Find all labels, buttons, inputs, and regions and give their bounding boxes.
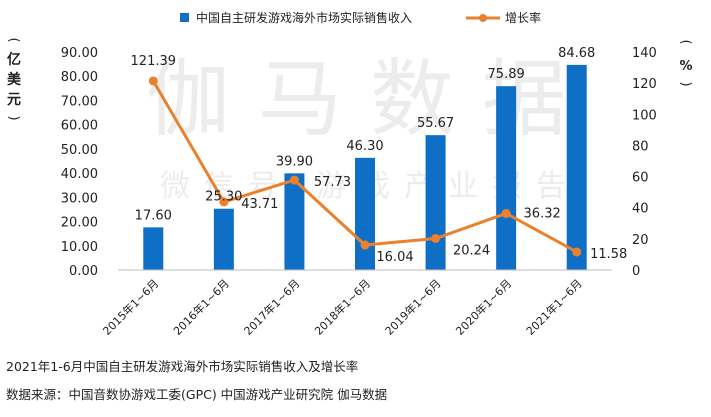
y2-tick-label: 0 (632, 264, 640, 279)
bar (355, 157, 375, 270)
legend-line-label: 增长率 (505, 10, 541, 25)
chart: 伽马数据 微信号:游戏产业报告 中国自主研发游戏海外市场实际销售收入 增长率 (… (6, 10, 693, 338)
x-tick-label: 2016年1~6月 (170, 276, 232, 338)
line-point (501, 208, 511, 218)
y-tick-label: 90.00 (61, 46, 98, 61)
y-axis-label-paren-open: ( (6, 37, 21, 42)
y-axis-label-char-3: 元 (7, 92, 21, 108)
watermark-main: 伽马数据 (146, 50, 594, 148)
y-axis-label: ( 亿 美 元 ) (6, 37, 22, 120)
line-value-label: 16.04 (376, 250, 413, 265)
y-tick-label: 10.00 (61, 240, 98, 255)
line-value-label: 11.58 (590, 247, 627, 262)
bar-value-label: 75.89 (488, 67, 525, 82)
line-value-label: 36.32 (524, 206, 561, 221)
legend-bar-swatch (180, 13, 189, 22)
bar (566, 64, 587, 270)
legend-line-marker (479, 14, 487, 22)
bar-value-label: 46.30 (346, 139, 383, 154)
line-series: 17.60 25.30 39.90 46.30 55.67 75.89 84.68 121.3… (131, 46, 628, 265)
y-axis-ticks: 0.00 10.00 20.00 30.00 40.00 50.00 60.00 70.00 8… (61, 46, 98, 279)
line-point (431, 233, 441, 243)
y-tick-label: 40.00 (61, 167, 98, 182)
bar-value-label: 84.68 (558, 46, 595, 61)
y-axis-label-paren-close: ) (6, 115, 21, 120)
line-point (572, 247, 582, 257)
y2-tick-label: 120 (632, 77, 657, 92)
y-tick-label: 20.00 (61, 216, 98, 231)
y2-tick-label: 40 (632, 202, 649, 217)
legend-bar-label: 中国自主研发游戏海外市场实际销售收入 (196, 10, 412, 25)
bar (143, 227, 164, 270)
y-axis-label-char-1: 亿 (7, 51, 21, 68)
y2-axis-label: ( % ) (678, 39, 693, 86)
line-point (360, 240, 370, 250)
y-axis-label-char-2: 美 (7, 71, 22, 88)
bar (284, 173, 305, 270)
bar-value-label: 25.30 (205, 190, 242, 205)
line-value-label: 57.73 (314, 175, 351, 190)
x-tick-label: 2021年1~6月 (523, 276, 585, 338)
y-tick-label: 50.00 (61, 143, 98, 158)
y2-axis-ticks: 0 20 40 60 80 100 120 140 (632, 46, 657, 279)
y2-tick-label: 140 (632, 46, 657, 61)
y2-axis-label-paren-close: ) (678, 81, 693, 86)
chart-source: 数据来源：中国音数协游戏工委(GPC) 中国游戏产业研究院 伽马数据 (6, 387, 388, 402)
x-tick-label: 2019年1~6月 (382, 276, 444, 338)
line-value-label: 43.71 (241, 197, 278, 212)
y2-tick-label: 100 (632, 108, 657, 123)
bar (496, 86, 517, 271)
y2-tick-label: 20 (632, 233, 649, 248)
y2-axis-label-text: % (679, 59, 692, 74)
bar (213, 208, 234, 270)
y2-tick-label: 80 (632, 139, 649, 154)
line-point (219, 197, 229, 207)
x-tick-label: 2020年1~6月 (453, 276, 515, 338)
line-point (148, 76, 158, 86)
chart-caption: 2021年1-6月中国自主研发游戏海外市场实际销售收入及增长率 (6, 359, 359, 374)
legend: 中国自主研发游戏海外市场实际销售收入 增长率 (180, 10, 541, 25)
bar-value-label: 17.60 (135, 208, 172, 223)
line-value-label: 20.24 (453, 243, 490, 258)
bar (425, 135, 446, 270)
x-tick-label: 2018年1~6月 (311, 276, 373, 338)
line-point (289, 175, 299, 185)
bar-value-label: 39.90 (276, 154, 313, 169)
y-tick-label: 60.00 (61, 119, 98, 134)
y-tick-label: 70.00 (61, 94, 98, 109)
y2-axis-label-paren-open: ( (678, 39, 693, 44)
line-value-label: 121.39 (131, 54, 177, 69)
x-tick-label: 2015年1~6月 (100, 276, 162, 338)
bar-value-label: 55.67 (417, 116, 454, 131)
x-tick-label: 2017年1~6月 (241, 276, 303, 338)
y-tick-label: 30.00 (61, 191, 98, 206)
y-tick-label: 0.00 (69, 264, 98, 279)
x-axis-ticks: 2015年1~6月 2016年1~6月 2017年1~6月 2018年1~6月 2019… (100, 276, 585, 338)
y2-tick-label: 60 (632, 171, 649, 186)
y-tick-label: 80.00 (61, 70, 98, 85)
